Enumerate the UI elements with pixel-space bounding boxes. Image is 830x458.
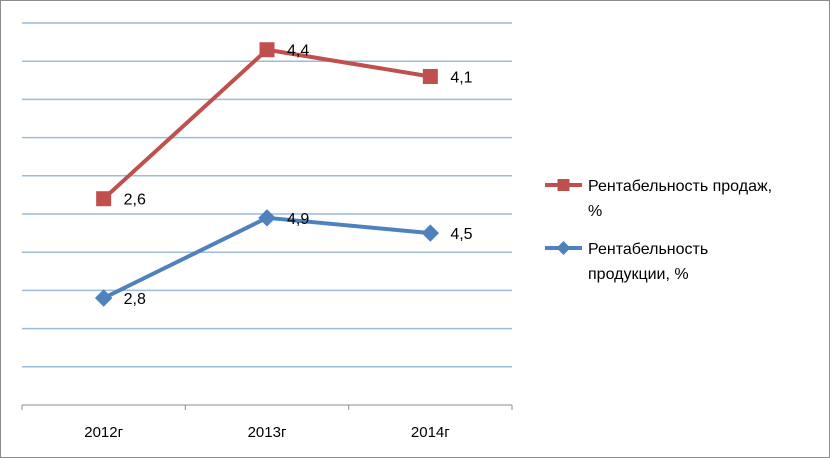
data-label: 4,9 bbox=[287, 211, 309, 228]
series-layer: 2,6 4,4 4,1 2,8 4,9 4,5 bbox=[94, 42, 473, 308]
legend-label: % bbox=[588, 203, 602, 220]
legend-marker bbox=[556, 241, 571, 255]
data-point-marker bbox=[421, 224, 440, 242]
data-label: 4,4 bbox=[287, 43, 309, 60]
data-label: 2,8 bbox=[124, 291, 146, 308]
series-1: 2,6 4,4 4,1 bbox=[96, 42, 473, 209]
x-tick-label: 2012г bbox=[84, 424, 123, 441]
series-2: 2,8 4,9 4,5 bbox=[94, 209, 473, 308]
legend-label: продукции, % bbox=[588, 266, 689, 283]
x-tick-label: 2013г bbox=[248, 424, 287, 441]
data-point-marker bbox=[94, 289, 113, 307]
legend-label: Рентабельность продаж, bbox=[588, 178, 772, 195]
legend-item-2: Рентабельность продукции, % bbox=[545, 241, 708, 283]
data-label: 4,1 bbox=[450, 69, 472, 86]
data-point-marker bbox=[259, 42, 275, 58]
x-tick-label: 2014г bbox=[411, 424, 450, 441]
data-point-marker bbox=[258, 209, 276, 227]
data-point-marker bbox=[422, 68, 438, 84]
data-point-marker bbox=[96, 191, 112, 207]
data-label: 2,6 bbox=[124, 192, 146, 209]
legend-marker bbox=[557, 179, 570, 191]
legend: Рентабельность продаж,% Рентабельность про… bbox=[545, 178, 772, 283]
series-line bbox=[101, 215, 433, 301]
data-label: 4,5 bbox=[450, 226, 472, 243]
gridlines bbox=[22, 22, 512, 368]
x-axis: 2012г 2013г 2014г bbox=[21, 404, 513, 441]
legend-item-1: Рентабельность продаж,% bbox=[545, 178, 772, 220]
legend-label: Рентабельность bbox=[588, 241, 708, 258]
